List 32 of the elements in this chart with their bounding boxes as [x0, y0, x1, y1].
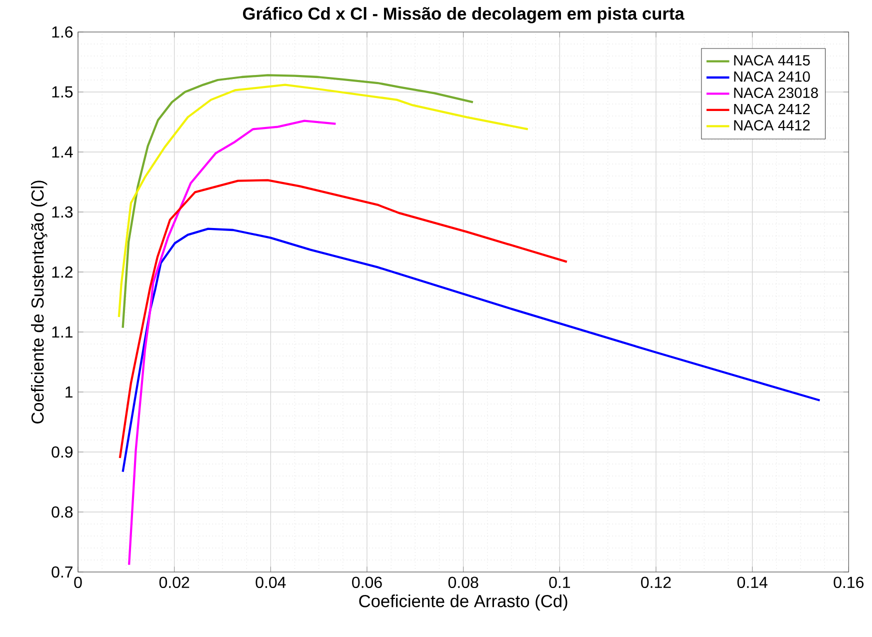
y-tick-label: 1.6 [52, 26, 73, 38]
legend-label: NACA 2412 [734, 104, 810, 114]
y-tick-label: 1.5 [52, 86, 73, 98]
y-tick-label: 0.9 [52, 446, 73, 458]
x-tick-label: 0.12 [641, 576, 671, 588]
x-tick-label: 0 [74, 576, 82, 588]
line-series [118, 179, 568, 460]
x-tick-label: 0.02 [159, 576, 190, 588]
chart-title: Gráfico Cd x Cl - Missão de decolagem em pista curta [242, 6, 684, 24]
x-tick-label: 0.14 [737, 576, 768, 588]
legend-label: NACA 2410 [734, 71, 810, 82]
x-tick-label: 0.16 [834, 576, 864, 588]
line-series [122, 228, 821, 473]
y-tick-label: 1.4 [52, 146, 73, 158]
x-axis-title: Coeficiente de Arrasto (Cd) [359, 594, 568, 611]
x-tick-label: 0.06 [352, 576, 382, 588]
y-tick-label: 1 [66, 386, 73, 398]
x-tick-label: 0.08 [448, 576, 478, 588]
line-series [128, 120, 337, 566]
y-tick-label: 1.2 [52, 266, 72, 278]
line-series [118, 84, 529, 318]
x-tick-label: 0.1 [549, 576, 570, 588]
legend-label: NACA 4415 [734, 55, 810, 66]
y-tick-label: 0.8 [52, 506, 73, 518]
y-tick-label: 0.7 [52, 566, 72, 578]
y-axis-title: Coeficiente de Sustentação (Cl) [30, 180, 48, 424]
y-tick-label: 1.3 [52, 206, 73, 218]
legend-label: NACA 4412 [734, 120, 810, 130]
legend-label: NACA 23018 [734, 88, 818, 98]
line-series [122, 74, 474, 329]
y-tick-label: 1.1 [52, 326, 73, 338]
x-tick-label: 0.04 [256, 576, 286, 588]
